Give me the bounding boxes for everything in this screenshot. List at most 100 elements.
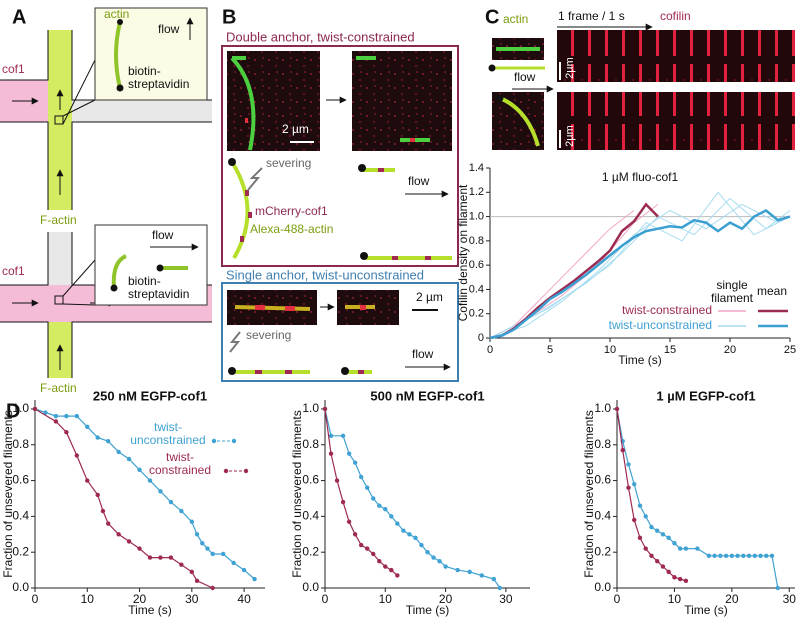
x-tick-label: 20 bbox=[133, 592, 147, 606]
y-tick-label: 1.0 bbox=[469, 210, 484, 222]
legend-title: single filament bbox=[711, 278, 754, 305]
y-tick-label: 0.2 bbox=[12, 544, 29, 558]
data-point bbox=[85, 424, 90, 430]
data-point bbox=[723, 553, 729, 558]
micrograph bbox=[227, 51, 452, 151]
x-tick-label: 20 bbox=[724, 344, 736, 356]
chart-title: 250 nM EGFP-cof1 bbox=[93, 388, 207, 403]
scale-label: 2 µm bbox=[416, 290, 443, 304]
label: biotin-streptavidin bbox=[128, 64, 189, 91]
data-point bbox=[401, 528, 406, 533]
x-axis-label: Time (s) bbox=[128, 603, 172, 617]
x-tick-label: 40 bbox=[237, 592, 251, 606]
y-tick-label: 0.0 bbox=[594, 580, 611, 594]
data-point bbox=[467, 569, 472, 575]
micrograph bbox=[227, 290, 451, 375]
y-tick-label: 0.4 bbox=[302, 509, 319, 523]
data-point bbox=[365, 546, 370, 551]
data-point bbox=[346, 451, 352, 456]
y-tick-label: 1.0 bbox=[12, 401, 29, 415]
data-point bbox=[231, 560, 236, 566]
schematic bbox=[228, 158, 452, 260]
data-point bbox=[85, 478, 90, 483]
data-point bbox=[614, 406, 620, 412]
data-point bbox=[654, 558, 660, 564]
data-point bbox=[491, 576, 497, 582]
data-point bbox=[626, 485, 631, 490]
panel-label: A bbox=[12, 6, 26, 28]
data-point bbox=[64, 413, 69, 419]
data-point bbox=[371, 551, 376, 557]
data-point bbox=[328, 433, 334, 439]
data-point bbox=[95, 492, 100, 498]
data-point bbox=[672, 575, 677, 580]
data-point bbox=[395, 573, 400, 578]
legend-swatch bbox=[231, 438, 237, 444]
label: 1 frame / 1 s bbox=[558, 9, 625, 23]
data-point bbox=[455, 567, 460, 573]
x-tick-label: 30 bbox=[499, 592, 513, 606]
y-tick-label: 0.6 bbox=[469, 259, 484, 271]
data-point bbox=[158, 489, 163, 494]
data-point bbox=[437, 558, 442, 564]
data-point bbox=[764, 553, 769, 558]
data-point bbox=[322, 406, 328, 412]
y-tick-label: 0.6 bbox=[302, 473, 319, 487]
panel-label: B bbox=[222, 6, 236, 28]
data-point bbox=[683, 578, 689, 584]
panel-label: C bbox=[485, 6, 499, 28]
data-point bbox=[210, 585, 215, 591]
data-point bbox=[210, 551, 215, 557]
data-point bbox=[147, 555, 153, 560]
x-tick-label: 15 bbox=[664, 344, 676, 356]
data-point bbox=[706, 553, 712, 558]
data-point bbox=[147, 478, 153, 483]
series-line bbox=[324, 408, 398, 576]
y-tick-label: 1.2 bbox=[469, 186, 484, 198]
x-tick-label: 30 bbox=[783, 592, 797, 606]
channel-diagram bbox=[0, 224, 212, 378]
y-tick-label: 0.2 bbox=[594, 544, 611, 558]
label: flow bbox=[514, 70, 536, 84]
data-point bbox=[100, 508, 106, 514]
data-point bbox=[383, 564, 388, 569]
label: cof1 bbox=[2, 264, 25, 278]
y-tick-label: 0.4 bbox=[469, 283, 484, 295]
y-tick-label: 0.0 bbox=[12, 580, 29, 594]
data-point bbox=[620, 447, 625, 453]
x-tick-label: 0 bbox=[487, 344, 493, 356]
data-point bbox=[358, 542, 364, 548]
y-tick-label: 1.0 bbox=[594, 401, 611, 415]
data-point bbox=[53, 419, 59, 424]
data-point bbox=[677, 546, 683, 551]
data-point bbox=[371, 496, 376, 501]
x-tick-label: 10 bbox=[604, 344, 616, 356]
data-point bbox=[775, 585, 780, 591]
x-tick-label: 0 bbox=[32, 592, 39, 606]
label: actin bbox=[104, 7, 129, 21]
data-point bbox=[200, 541, 205, 546]
box-title: Single anchor, twist-unconstrained bbox=[226, 267, 424, 282]
data-point bbox=[116, 449, 121, 455]
y-tick-label: 0.0 bbox=[302, 580, 319, 594]
data-point bbox=[735, 553, 740, 558]
x-tick-label: 20 bbox=[439, 592, 453, 606]
data-point bbox=[377, 503, 382, 508]
y-tick-label: 1.0 bbox=[302, 401, 319, 415]
data-point bbox=[769, 553, 775, 558]
data-point bbox=[718, 553, 723, 558]
data-point bbox=[389, 567, 394, 573]
data-point bbox=[189, 569, 195, 575]
x-axis-label: Time (s) bbox=[684, 603, 728, 617]
label: F-actin bbox=[40, 381, 77, 395]
label: Alexa-488-actin bbox=[250, 222, 333, 236]
data-point bbox=[179, 508, 184, 514]
data-point bbox=[105, 438, 111, 444]
label: biotin-streptavidin bbox=[128, 274, 189, 301]
data-point bbox=[758, 553, 763, 558]
data-point bbox=[340, 433, 346, 439]
y-axis-label: Cofilin density on filament bbox=[456, 184, 470, 321]
data-point bbox=[712, 553, 717, 558]
box-title: Double anchor, twist-constrained bbox=[226, 29, 415, 44]
data-point bbox=[137, 546, 142, 551]
